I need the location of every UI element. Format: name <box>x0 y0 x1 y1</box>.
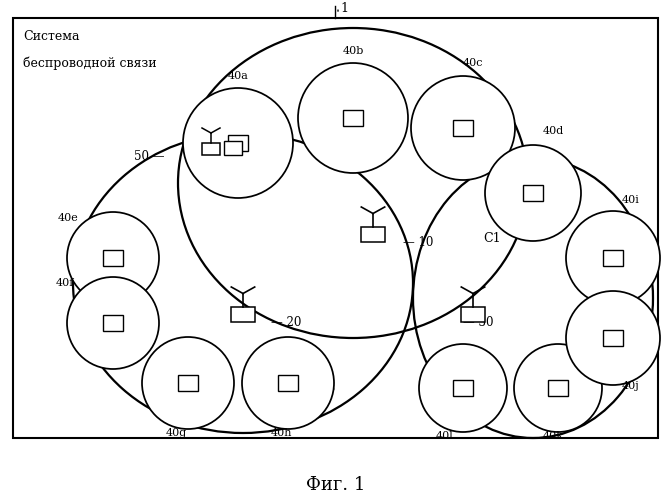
Circle shape <box>183 88 293 198</box>
Text: беспроводной связи: беспроводной связи <box>23 56 156 70</box>
Text: 40f: 40f <box>56 278 74 288</box>
Text: 40j: 40j <box>622 381 640 391</box>
Text: — 30: — 30 <box>463 316 493 330</box>
Circle shape <box>566 211 660 305</box>
Text: 40h: 40h <box>270 428 292 438</box>
Circle shape <box>242 337 334 429</box>
Bar <box>361 226 384 242</box>
Circle shape <box>419 344 507 432</box>
Bar <box>228 135 248 151</box>
Text: 40g: 40g <box>165 428 187 438</box>
Text: 40b: 40b <box>342 46 364 56</box>
Circle shape <box>485 145 581 241</box>
Bar <box>461 306 484 322</box>
Text: 1: 1 <box>340 2 348 15</box>
Text: C1: C1 <box>483 232 501 244</box>
Bar <box>453 120 473 136</box>
Bar <box>13 18 658 438</box>
Bar <box>523 185 543 201</box>
Text: 40l: 40l <box>436 431 454 441</box>
Bar <box>224 141 242 155</box>
Bar <box>278 375 298 391</box>
Text: Фиг. 1: Фиг. 1 <box>306 476 365 494</box>
Bar <box>548 380 568 396</box>
Circle shape <box>566 291 660 385</box>
Bar <box>103 250 123 266</box>
Text: 40i: 40i <box>622 195 640 205</box>
Circle shape <box>67 277 159 369</box>
Text: Система: Система <box>23 30 79 43</box>
Text: 40d: 40d <box>542 126 564 136</box>
Bar <box>603 330 623 346</box>
Text: 40a: 40a <box>227 71 248 81</box>
Circle shape <box>142 337 234 429</box>
Bar <box>231 306 255 322</box>
Text: 40e: 40e <box>58 213 79 223</box>
Circle shape <box>298 63 408 173</box>
Circle shape <box>514 344 602 432</box>
Bar <box>178 375 198 391</box>
Bar <box>603 250 623 266</box>
Text: 50 —: 50 — <box>134 150 165 162</box>
Text: 40c: 40c <box>463 58 483 68</box>
Bar <box>103 315 123 331</box>
Text: C3: C3 <box>593 252 611 264</box>
Circle shape <box>411 76 515 180</box>
Bar <box>202 143 220 155</box>
Bar <box>453 380 473 396</box>
Circle shape <box>67 212 159 304</box>
Bar <box>343 110 363 126</box>
Text: C2: C2 <box>318 380 336 392</box>
Text: — 20: — 20 <box>271 316 301 330</box>
Text: — 10: — 10 <box>403 236 433 250</box>
Text: 40k: 40k <box>542 431 564 441</box>
